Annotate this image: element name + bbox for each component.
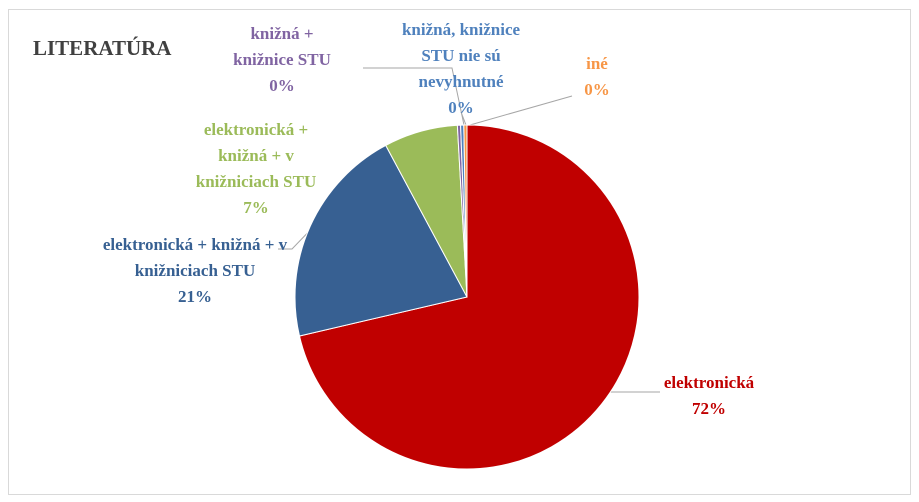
data-label: knižná + knižnice STU 0% bbox=[233, 21, 331, 99]
pie-slice bbox=[294, 144, 468, 337]
leader-line bbox=[469, 95, 573, 126]
pie-slice bbox=[298, 124, 640, 470]
data-label: elektronická + knižná + v knižniciach ST… bbox=[196, 117, 316, 221]
label-category: knižná, knižnice STU nie sú nevyhnutné bbox=[401, 20, 521, 91]
label-value: 21% bbox=[177, 287, 212, 306]
label-category: elektronická bbox=[663, 373, 755, 392]
leader-line bbox=[363, 67, 465, 126]
label-value: 0% bbox=[448, 98, 474, 117]
label-category: iné bbox=[586, 54, 608, 73]
label-value: 7% bbox=[243, 198, 269, 217]
leader-line bbox=[460, 111, 467, 126]
label-value: 72% bbox=[691, 399, 726, 418]
label-category: elektronická + knižná + v knižniciach ST… bbox=[102, 235, 288, 280]
label-value: 0% bbox=[584, 80, 610, 99]
data-label: iné 0% bbox=[584, 51, 610, 103]
data-label: knižná, knižnice STU nie sú nevyhnutné 0% bbox=[402, 17, 520, 121]
data-label: elektronická + knižná + v knižniciach ST… bbox=[103, 232, 287, 310]
data-label: elektronická 72% bbox=[664, 370, 754, 422]
pie-slice bbox=[463, 124, 468, 298]
chart-title: LITERATÚRA bbox=[33, 36, 172, 60]
pie bbox=[294, 124, 640, 470]
label-value: 0% bbox=[269, 76, 295, 95]
label-category: knižná + knižnice STU bbox=[233, 24, 331, 69]
label-category: elektronická + knižná + v knižniciach ST… bbox=[195, 120, 317, 191]
